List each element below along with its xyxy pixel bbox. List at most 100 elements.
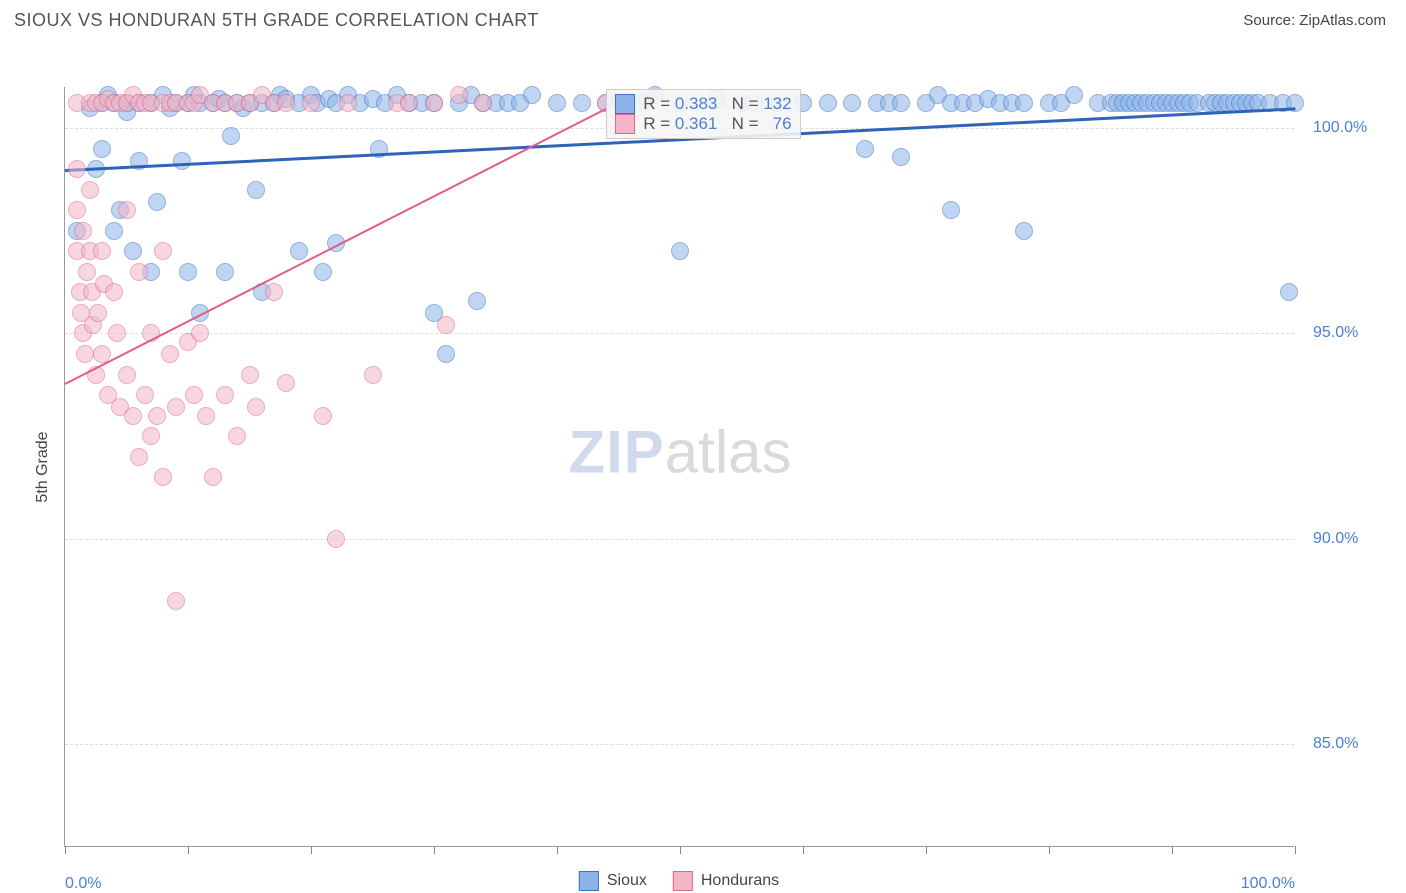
y-tick-label: 100.0% <box>1313 119 1367 137</box>
data-point <box>573 94 591 112</box>
data-point <box>105 283 123 301</box>
data-point <box>892 148 910 166</box>
x-tick <box>926 846 927 854</box>
data-point <box>167 398 185 416</box>
legend-label: Sioux <box>607 872 647 890</box>
data-point <box>148 193 166 211</box>
data-point <box>136 386 154 404</box>
legend-swatch <box>615 94 635 114</box>
data-point <box>179 263 197 281</box>
data-point <box>302 94 320 112</box>
x-tick-label: 100.0% <box>1241 875 1295 893</box>
data-point <box>400 94 418 112</box>
plot-area: ZIPatlas 85.0%90.0%95.0%100.0%0.0%100.0%… <box>64 87 1294 847</box>
data-point <box>68 160 86 178</box>
data-point <box>142 427 160 445</box>
data-point <box>124 407 142 425</box>
legend-item: Sioux <box>579 871 647 891</box>
data-point <box>671 242 689 260</box>
data-point <box>277 374 295 392</box>
y-tick-label: 85.0% <box>1313 735 1358 753</box>
source-prefix: Source: <box>1243 12 1299 29</box>
x-tick <box>434 846 435 854</box>
y-tick-label: 90.0% <box>1313 530 1358 548</box>
x-tick <box>1172 846 1173 854</box>
data-point <box>1015 94 1033 112</box>
data-point <box>191 324 209 342</box>
data-point <box>1280 283 1298 301</box>
data-point <box>523 86 541 104</box>
data-point <box>450 86 468 104</box>
data-point <box>93 242 111 260</box>
x-tick-label: 0.0% <box>65 875 101 893</box>
data-point <box>314 407 332 425</box>
data-point <box>265 283 283 301</box>
source-attribution: Source: ZipAtlas.com <box>1243 12 1386 29</box>
data-point <box>154 242 172 260</box>
gridline <box>65 333 1294 334</box>
data-point <box>277 94 295 112</box>
data-point <box>437 316 455 334</box>
correlation-text: R = 0.383 N = 132 <box>643 94 791 114</box>
watermark: ZIPatlas <box>568 417 791 486</box>
data-point <box>93 140 111 158</box>
data-point <box>364 366 382 384</box>
data-point <box>216 386 234 404</box>
data-point <box>314 263 332 281</box>
chart-title: SIOUX VS HONDURAN 5TH GRADE CORRELATION … <box>14 10 539 31</box>
data-point <box>76 345 94 363</box>
x-tick <box>803 846 804 854</box>
data-point <box>124 242 142 260</box>
data-point <box>89 304 107 322</box>
x-tick <box>311 846 312 854</box>
data-point <box>74 222 92 240</box>
data-point <box>130 263 148 281</box>
x-tick <box>1295 846 1296 854</box>
data-point <box>197 407 215 425</box>
data-point <box>290 242 308 260</box>
series-legend: Sioux Hondurans <box>579 871 779 891</box>
source-link[interactable]: ZipAtlas.com <box>1299 12 1386 29</box>
data-point <box>228 427 246 445</box>
data-point <box>108 324 126 342</box>
data-point <box>68 201 86 219</box>
legend-swatch <box>673 871 693 891</box>
x-tick <box>188 846 189 854</box>
data-point <box>892 94 910 112</box>
data-point <box>339 94 357 112</box>
legend-swatch <box>579 871 599 891</box>
y-axis-label: 5th Grade <box>34 431 52 502</box>
data-point <box>247 398 265 416</box>
data-point <box>154 468 172 486</box>
correlation-box: R = 0.383 N = 132R = 0.361 N = 76 <box>606 89 800 139</box>
data-point <box>222 127 240 145</box>
data-point <box>843 94 861 112</box>
watermark-atlas: atlas <box>665 418 792 485</box>
x-tick <box>1049 846 1050 854</box>
data-point <box>425 94 443 112</box>
watermark-zip: ZIP <box>568 418 664 485</box>
legend-label: Hondurans <box>701 872 779 890</box>
data-point <box>204 468 222 486</box>
legend-swatch <box>615 114 635 134</box>
data-point <box>78 263 96 281</box>
data-point <box>856 140 874 158</box>
data-point <box>942 201 960 219</box>
gridline <box>65 744 1294 745</box>
data-point <box>327 530 345 548</box>
data-point <box>1065 86 1083 104</box>
x-tick <box>557 846 558 854</box>
x-tick <box>680 846 681 854</box>
data-point <box>161 345 179 363</box>
data-point <box>105 222 123 240</box>
y-tick-label: 95.0% <box>1313 324 1358 342</box>
data-point <box>548 94 566 112</box>
data-point <box>1015 222 1033 240</box>
data-point <box>118 366 136 384</box>
data-point <box>819 94 837 112</box>
x-tick <box>65 846 66 854</box>
data-point <box>437 345 455 363</box>
data-point <box>130 448 148 466</box>
correlation-text: R = 0.361 N = 76 <box>643 114 791 134</box>
data-point <box>148 407 166 425</box>
